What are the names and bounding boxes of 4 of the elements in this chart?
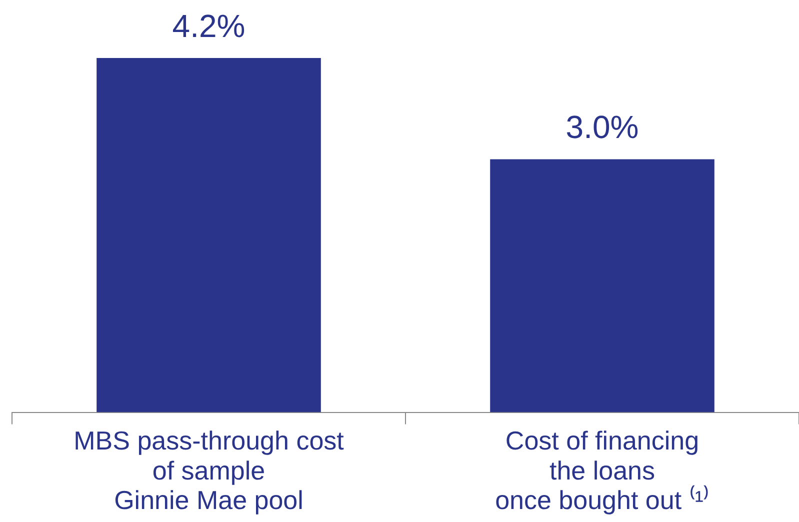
x-tick-label: MBS pass-through cost of sample Ginnie Mae pool: [74, 425, 345, 516]
data-label: 3.0%: [566, 109, 639, 146]
data-label: 4.2%: [172, 8, 246, 44]
x-tick-label: Cost of financing the loans once bought out ⁽¹⁾: [495, 425, 710, 516]
